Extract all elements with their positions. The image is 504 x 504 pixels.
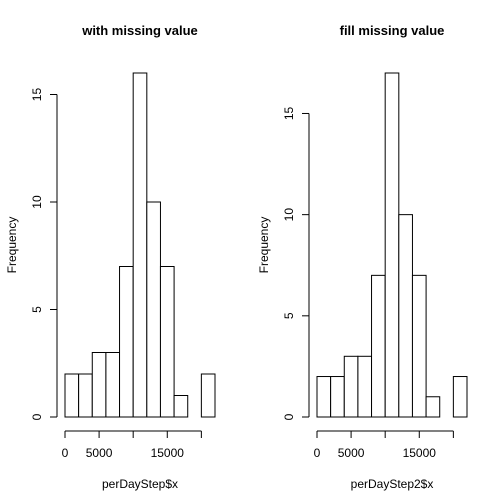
x-tick-label: 0 bbox=[314, 446, 321, 460]
y-tick-label: 5 bbox=[30, 306, 44, 313]
bar bbox=[425, 396, 441, 418]
y-tick-label: 10 bbox=[282, 208, 296, 222]
bar bbox=[105, 352, 121, 418]
bar bbox=[343, 355, 359, 418]
bar bbox=[78, 373, 93, 418]
bar bbox=[146, 201, 161, 418]
bar bbox=[398, 214, 413, 418]
x-tick-label: 15000 bbox=[151, 446, 185, 460]
y-tick-label: 15 bbox=[282, 106, 296, 120]
x-axis-label: perDayStep$x bbox=[102, 477, 178, 491]
y-tick-label: 15 bbox=[30, 88, 44, 102]
x-tick-label: 15000 bbox=[403, 446, 437, 460]
bar bbox=[384, 72, 400, 418]
x-tick-label: 0 bbox=[62, 446, 69, 460]
chart-title: fill missing value bbox=[340, 23, 445, 38]
bar bbox=[452, 376, 468, 418]
bar bbox=[119, 266, 134, 418]
y-tick-label: 10 bbox=[30, 195, 44, 209]
y-axis-label: Frequency bbox=[5, 217, 19, 274]
bar bbox=[330, 376, 345, 418]
x-tick-label: 5000 bbox=[338, 446, 365, 460]
bar bbox=[357, 355, 373, 418]
bar bbox=[200, 373, 216, 418]
y-axis-label: Frequency bbox=[257, 217, 271, 274]
y-tick-label: 0 bbox=[30, 413, 44, 420]
bar bbox=[132, 72, 148, 418]
bar bbox=[371, 274, 386, 418]
bar bbox=[411, 274, 427, 418]
x-tick-label: 5000 bbox=[86, 446, 113, 460]
y-tick-label: 0 bbox=[282, 413, 296, 420]
bar bbox=[91, 352, 107, 418]
chart-title: with missing value bbox=[81, 23, 198, 38]
bar bbox=[159, 266, 175, 418]
bar bbox=[173, 395, 189, 418]
bar bbox=[316, 376, 332, 418]
x-axis-label: perDayStep2$x bbox=[351, 477, 434, 491]
y-tick-label: 5 bbox=[282, 312, 296, 319]
bar bbox=[64, 373, 80, 418]
